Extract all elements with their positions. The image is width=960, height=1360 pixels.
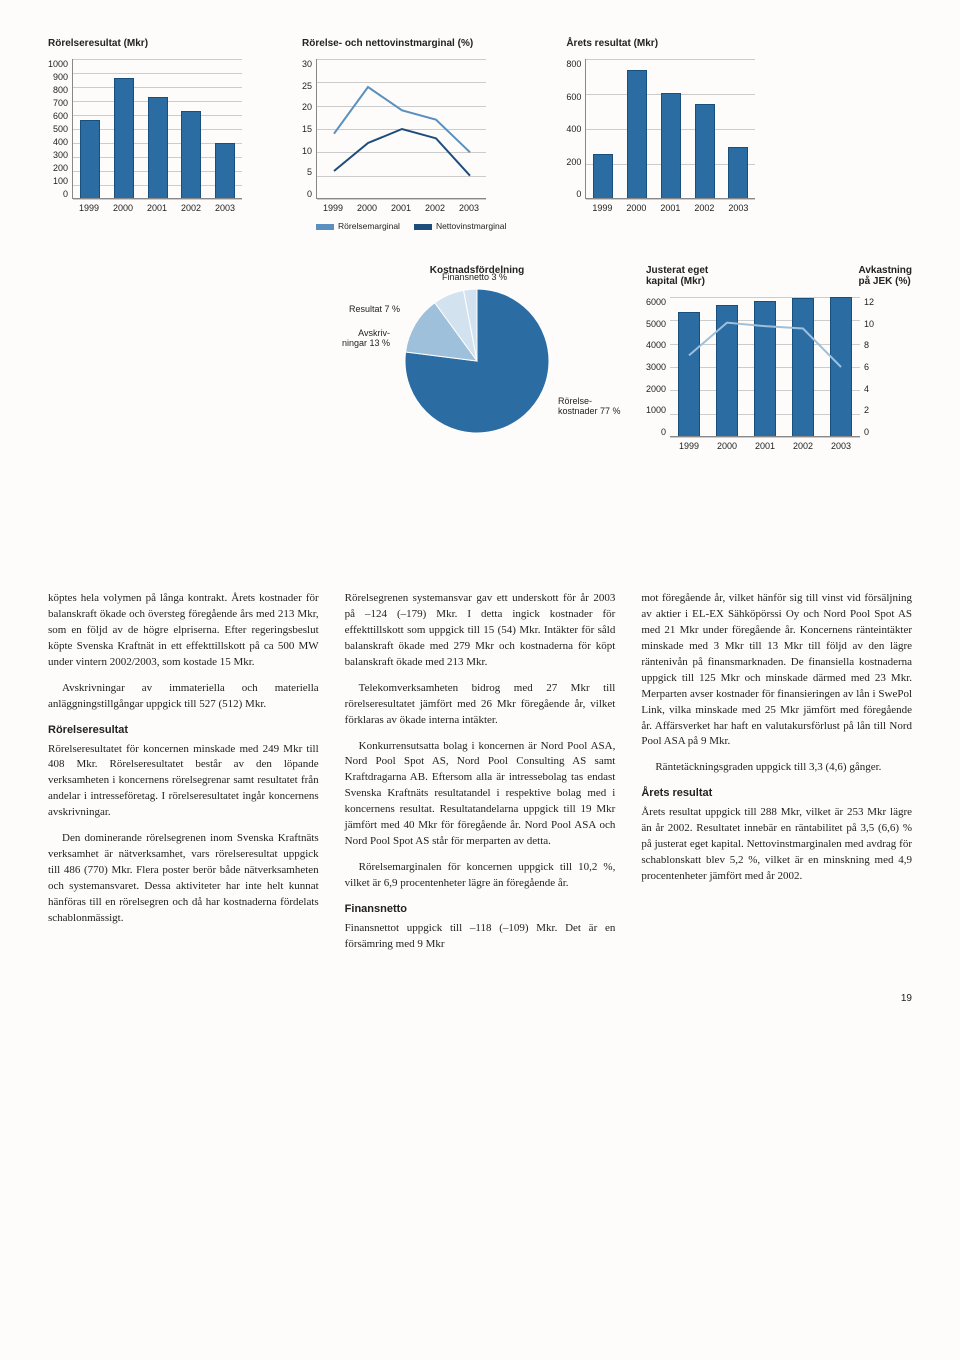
paragraph: Årets resultat uppgick till 288 Mkr, vil… [641, 805, 912, 885]
chart3-y-axis: 8006004002000 [566, 59, 585, 199]
chart-row-1: Rörelseresultat (Mkr) 100090080070060050… [48, 38, 912, 231]
chart-row-2: Kostnadsfördelning Resultat 7 % Finansne… [48, 265, 912, 451]
pie-chart [402, 286, 552, 436]
pie-label-resultat: Resultat 7 % [330, 304, 400, 314]
chart-arets-resultat: Årets resultat (Mkr) 8006004002000 19992… [566, 38, 755, 231]
paragraph: Finansnettot uppgick till –118 (–109) Mk… [345, 921, 616, 953]
chart2-plot [316, 59, 486, 199]
chart-rorelseresultat: Rörelseresultat (Mkr) 100090080070060050… [48, 38, 242, 231]
paragraph: Rörelseresultatet för koncernen minskade… [48, 742, 319, 822]
chart2-title: Rörelse- och nettovinstmarginal (%) [302, 38, 506, 49]
paragraph: Den dominerande rörelsegrenen inom Svens… [48, 831, 319, 927]
chart4-plot [670, 297, 860, 437]
chart4-y-right: 121086420 [860, 297, 874, 437]
chart4-title-left: Justerat egetkapital (Mkr) [646, 265, 708, 287]
chart1-title: Rörelseresultat (Mkr) [48, 38, 242, 49]
chart4-x-axis: 19992000200120022003 [670, 441, 860, 451]
paragraph: Konkurrensutsatta bolag i koncernen är N… [345, 739, 616, 851]
paragraph: mot föregående år, vilket hänför sig til… [641, 591, 912, 750]
heading-rorelseresultat: Rörelseresultat [48, 723, 319, 739]
chart3-x-axis: 19992000200120022003 [585, 203, 755, 213]
heading-arets-resultat: Årets resultat [641, 786, 912, 802]
paragraph: Räntetäckningsgraden uppgick till 3,3 (4… [641, 760, 912, 776]
chart4-title-right: Avkastningpå JEK (%) [858, 265, 912, 287]
paragraph: Rörelsemarginalen för koncernen uppgick … [345, 860, 616, 892]
paragraph: Telekomverksamheten bidrog med 27 Mkr ti… [345, 681, 616, 729]
column-2: Rörelsegrenen systemansvar gav ett under… [345, 591, 616, 963]
paragraph: Rörelsegrenen systemansvar gav ett under… [345, 591, 616, 671]
body-text: köptes hela volymen på långa kontrakt. Å… [48, 591, 912, 963]
chart-marginal: Rörelse- och nettovinstmarginal (%) 3025… [302, 38, 506, 231]
chart2-y-axis: 302520151050 [302, 59, 316, 199]
chart3-plot [585, 59, 755, 199]
chart-kostnadsfordelning: Kostnadsfördelning Resultat 7 % Finansne… [362, 265, 592, 451]
chart3-title: Årets resultat (Mkr) [566, 38, 755, 49]
chart-justerat-kapital: Justerat egetkapital (Mkr) Avkastningpå … [646, 265, 912, 451]
chart1-x-axis: 19992000200120022003 [72, 203, 242, 213]
column-1: köptes hela volymen på långa kontrakt. Å… [48, 591, 319, 963]
pie-label-rorelse: Rörelse-kostnader 77 % [558, 396, 621, 416]
paragraph: Avskrivningar av immateriella och materi… [48, 681, 319, 713]
chart2-legend: Rörelsemarginal Nettovinstmarginal [316, 221, 506, 231]
paragraph: köptes hela volymen på långa kontrakt. Å… [48, 591, 319, 671]
column-3: mot föregående år, vilket hänför sig til… [641, 591, 912, 963]
chart2-x-axis: 19992000200120022003 [316, 203, 486, 213]
pie-label-finansnetto: Finansnetto 3 % [442, 272, 507, 282]
chart1-plot [72, 59, 242, 199]
legend-label: Nettovinstmarginal [436, 221, 506, 231]
chart1-y-axis: 10009008007006005004003002001000 [48, 59, 72, 199]
page-number: 19 [48, 993, 912, 1004]
pie-label-avskriv: Avskriv-ningar 13 % [320, 328, 390, 348]
legend-label: Rörelsemarginal [338, 221, 400, 231]
heading-finansnetto: Finansnetto [345, 902, 616, 918]
chart4-y-left: 6000500040003000200010000 [646, 297, 670, 437]
